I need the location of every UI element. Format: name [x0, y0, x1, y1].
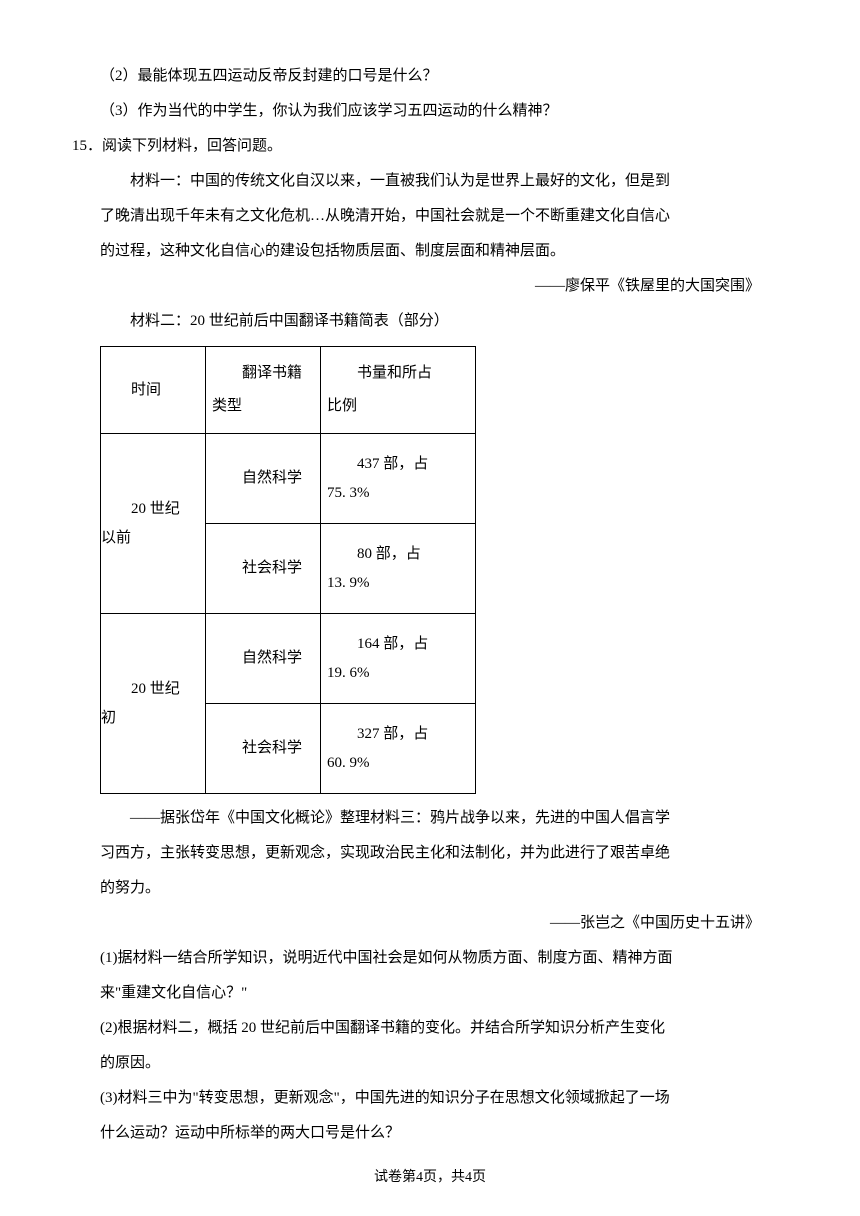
- material2-title: 材料二：20 世纪前后中国翻译书籍简表（部分）: [100, 305, 760, 338]
- material3-line3: 的努力。: [100, 872, 760, 905]
- cell-value: 327 部，占 60. 9%: [321, 704, 476, 794]
- cell-value: 164 部，占 19. 6%: [321, 614, 476, 704]
- cell-type: 自然科学: [206, 434, 321, 524]
- subquestion-1-line1: (1)据材料一结合所学知识，说明近代中国社会是如何从物质方面、制度方面、精神方面: [100, 942, 760, 975]
- cell-value: 437 部，占 75. 3%: [321, 434, 476, 524]
- subquestion-3-line1: (3)材料三中为"转变思想，更新观念"，中国先进的知识分子在思想文化领域掀起了一…: [100, 1082, 760, 1115]
- subquestion-2-line2: 的原因。: [100, 1047, 760, 1080]
- material3-source: ——张岂之《中国历史十五讲》: [100, 907, 760, 940]
- header-type: 翻译书籍 类型: [206, 347, 321, 434]
- cell-time-2: 20 世纪 初: [101, 614, 206, 794]
- table-row: 20 世纪 以前 自然科学 437 部，占 75. 3%: [101, 434, 476, 524]
- header-value: 书量和所占 比例: [321, 347, 476, 434]
- question-15-intro: 15．阅读下列材料，回答问题。: [72, 130, 760, 163]
- subquestion-2-line1: (2)根据材料二，概括 20 世纪前后中国翻译书籍的变化。并结合所学知识分析产生…: [100, 1012, 760, 1045]
- question-2: （2）最能体现五四运动反帝反封建的口号是什么？: [100, 60, 760, 93]
- material1-source: ——廖保平《铁屋里的大国突围》: [100, 270, 760, 303]
- translation-table: 时间 翻译书籍 类型 书量和所占 比例 20 世纪: [100, 346, 476, 794]
- material3-line1: ——据张岱年《中国文化概论》整理材料三：鸦片战争以来，先进的中国人倡言学: [100, 802, 760, 835]
- table-header-row: 时间 翻译书籍 类型 书量和所占 比例: [101, 347, 476, 434]
- material1-line3: 的过程，这种文化自信心的建设包括物质层面、制度层面和精神层面。: [100, 235, 760, 268]
- header-time: 时间: [101, 347, 206, 434]
- subquestion-1-line2: 来"重建文化自信心？": [100, 977, 760, 1010]
- cell-value: 80 部，占 13. 9%: [321, 524, 476, 614]
- cell-time-1: 20 世纪 以前: [101, 434, 206, 614]
- material1-line2: 了晚清出现千年未有之文化危机…从晚清开始，中国社会就是一个不断重建文化自信心: [100, 200, 760, 233]
- table-row: 20 世纪 初 自然科学 164 部，占 19. 6%: [101, 614, 476, 704]
- cell-type: 自然科学: [206, 614, 321, 704]
- question-3: （3）作为当代的中学生，你认为我们应该学习五四运动的什么精神？: [100, 95, 760, 128]
- cell-type: 社会科学: [206, 704, 321, 794]
- cell-type: 社会科学: [206, 524, 321, 614]
- material1-line1: 材料一：中国的传统文化自汉以来，一直被我们认为是世界上最好的文化，但是到: [100, 165, 760, 198]
- page-footer: 试卷第4页，共4页: [0, 1166, 860, 1186]
- subquestion-3-line2: 什么运动？运动中所标举的两大口号是什么？: [100, 1117, 760, 1150]
- material3-line2: 习西方，主张转变思想，更新观念，实现政治民主化和法制化，并为此进行了艰苦卓绝: [100, 837, 760, 870]
